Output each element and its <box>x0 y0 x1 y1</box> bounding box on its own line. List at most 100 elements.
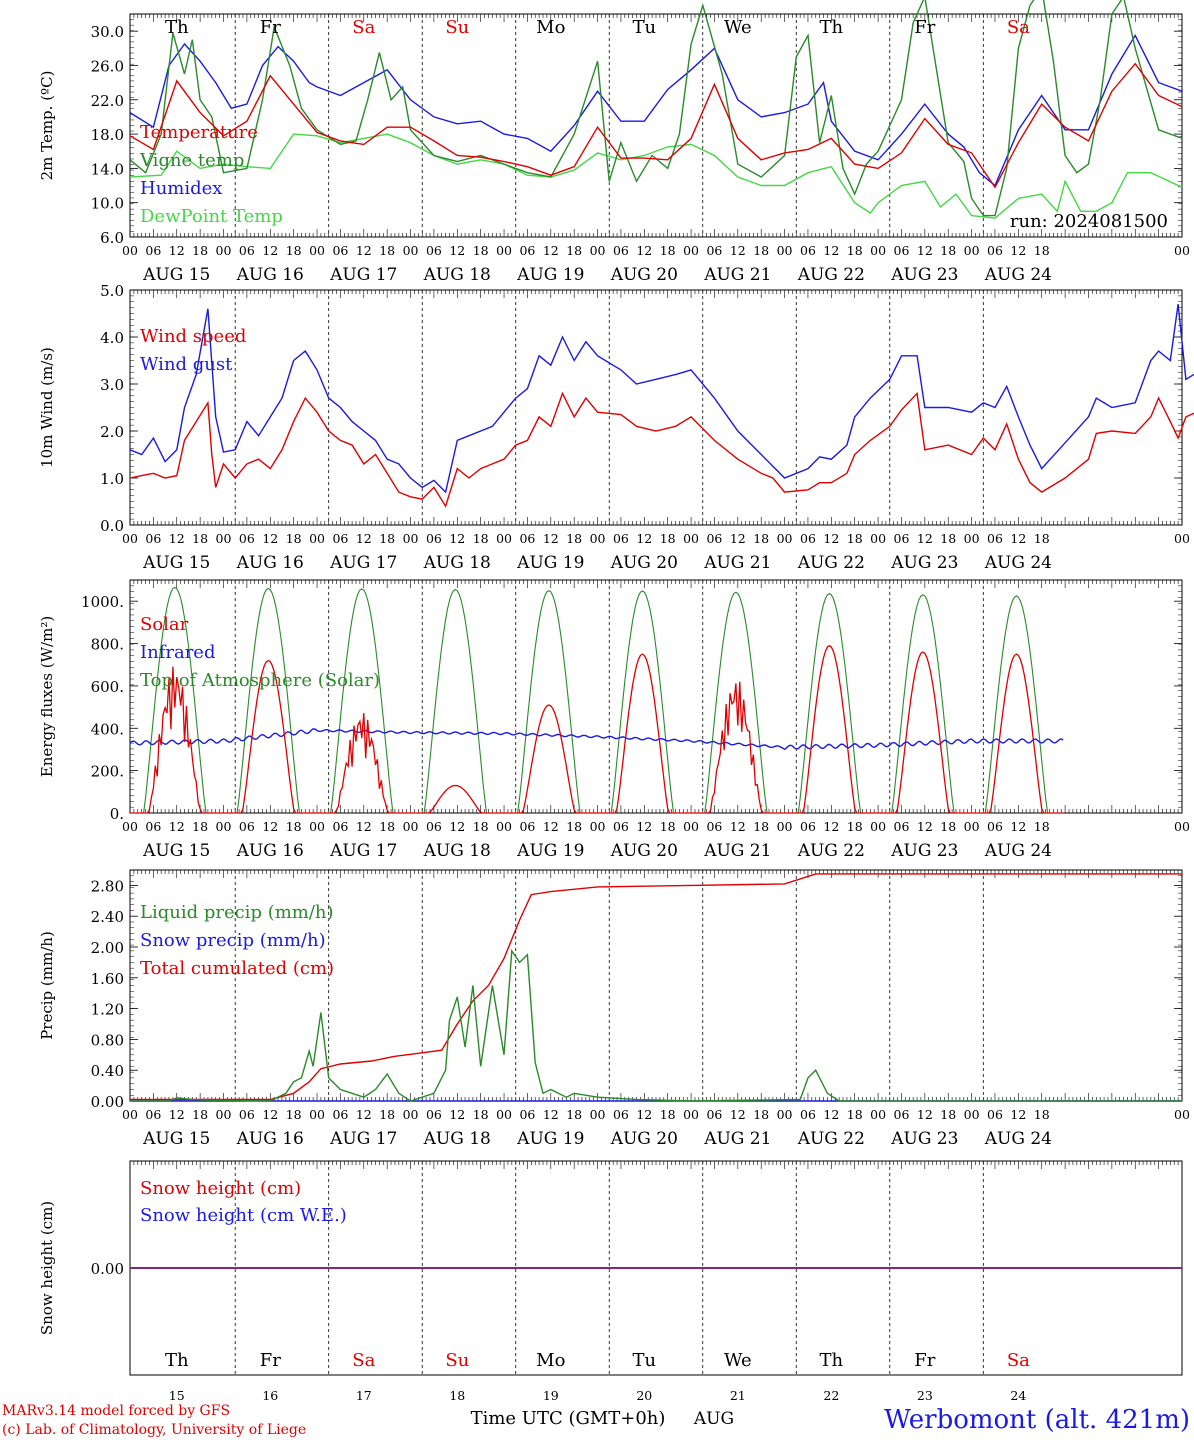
footer-credit: (c) Lab. of Climatology, University of L… <box>2 1422 306 1438</box>
date-label: AUG 18 <box>423 841 491 861</box>
hour-tick-label: 00 <box>683 243 699 258</box>
weekday-label: Tu <box>633 17 657 38</box>
hour-tick-label: 18 <box>192 1107 208 1122</box>
hour-tick-label: 00 <box>683 531 699 546</box>
hour-tick-label: 06 <box>987 243 1003 258</box>
date-label: AUG 18 <box>423 265 491 285</box>
date-label: AUG 16 <box>236 1129 304 1149</box>
weekday-label: Sa <box>352 17 375 38</box>
legend-entry: Wind speed <box>140 326 246 347</box>
hour-tick-label: 18 <box>379 531 395 546</box>
hour-tick-label: 00 <box>122 1107 138 1122</box>
day-number-label: 19 <box>543 1388 559 1403</box>
hour-tick-label: 18 <box>473 819 489 834</box>
hour-tick-label: 00 <box>1174 531 1190 546</box>
hour-tick-label: 12 <box>1010 243 1026 258</box>
hour-tick-label: 12 <box>1010 1107 1026 1122</box>
hour-tick-label: 00 <box>216 531 232 546</box>
hour-tick-label: 12 <box>449 819 465 834</box>
y-tick-label: 400. <box>91 720 124 738</box>
hour-tick-label: 00 <box>964 819 980 834</box>
y-axis-title: Energy fluxes (W/m²) <box>38 616 56 777</box>
hour-tick-label: 00 <box>683 819 699 834</box>
series-toa-solar <box>130 586 1064 814</box>
series-dewpoint-temp <box>129 133 1183 219</box>
panel-frame <box>129 289 1183 526</box>
hour-tick-label: 18 <box>1034 531 1050 546</box>
date-label: AUG 18 <box>423 1129 491 1149</box>
y-axis-title: Precip (mm/h) <box>38 931 56 1040</box>
date-label: AUG 22 <box>797 1129 865 1149</box>
hour-tick-label: 00 <box>403 819 419 834</box>
panel-1: 6.0 10.0 14.0 18.0 22.0 26.0 30.0 2m Temp. (ºC)… <box>38 0 1190 285</box>
y-tick-label: 22.0 <box>91 92 124 110</box>
hour-tick-label: 18 <box>847 1107 863 1122</box>
hour-tick-label: 00 <box>777 531 793 546</box>
hour-tick-label: 18 <box>192 819 208 834</box>
date-label: AUG 24 <box>984 265 1052 285</box>
hour-tick-label: 18 <box>192 531 208 546</box>
hour-tick-label: 00 <box>777 243 793 258</box>
hour-tick-label: 18 <box>566 819 582 834</box>
y-tick-label: 30.0 <box>91 23 124 41</box>
station-label: Werbomont (alt. 421m) <box>884 1405 1190 1435</box>
date-label: AUG 17 <box>329 1129 397 1149</box>
hour-tick-label: 18 <box>566 243 582 258</box>
hour-tick-label: 12 <box>169 819 185 834</box>
hour-tick-label: 06 <box>145 243 161 258</box>
y-tick-label: 0.40 <box>91 1062 124 1080</box>
hour-tick-label: 00 <box>216 819 232 834</box>
date-label: AUG 23 <box>890 553 958 573</box>
hour-tick-label: 00 <box>309 1107 325 1122</box>
hour-tick-label: 00 <box>870 1107 886 1122</box>
hour-tick-label: 18 <box>753 531 769 546</box>
weekday-label-bottom: Sa <box>1007 1350 1030 1371</box>
hour-tick-label: 18 <box>379 1107 395 1122</box>
weekday-label: Th <box>820 17 844 38</box>
hour-tick-label: 06 <box>987 531 1003 546</box>
hour-tick-label: 00 <box>122 243 138 258</box>
hour-tick-label: 06 <box>613 531 629 546</box>
hour-tick-label: 00 <box>590 819 606 834</box>
date-label: AUG 21 <box>703 841 771 861</box>
y-tick-label: 1.20 <box>91 1001 124 1019</box>
hour-tick-label: 18 <box>473 243 489 258</box>
hour-tick-label: 12 <box>730 819 746 834</box>
hour-tick-label: 12 <box>917 243 933 258</box>
series-liquid-precip-mm-h <box>130 948 1182 1102</box>
hour-tick-label: 00 <box>403 243 419 258</box>
weekday-label-bottom: We <box>724 1350 752 1371</box>
weekday-label: We <box>724 17 752 38</box>
weekday-label-bottom: Mo <box>536 1350 565 1371</box>
hour-tick-label: 18 <box>1034 819 1050 834</box>
hour-tick-label: 12 <box>449 531 465 546</box>
hour-tick-label: 00 <box>309 819 325 834</box>
hour-tick-label: 12 <box>730 1107 746 1122</box>
date-label: AUG 20 <box>610 1129 678 1149</box>
hour-tick-label: 18 <box>286 819 302 834</box>
hour-tick-label: 12 <box>356 1107 372 1122</box>
hour-tick-label: 06 <box>613 1107 629 1122</box>
hour-tick-label: 18 <box>566 1107 582 1122</box>
y-axis-title: Snow height (cm) <box>38 1201 56 1335</box>
y-tick-label: 600. <box>91 678 124 696</box>
hour-tick-label: 12 <box>449 243 465 258</box>
weekday-label: Sa <box>1007 17 1030 38</box>
hour-tick-label: 12 <box>543 531 559 546</box>
weekday-label: Mo <box>536 17 565 38</box>
y-tick-label: 200. <box>91 763 124 781</box>
hour-tick-label: 00 <box>870 531 886 546</box>
date-label: AUG 23 <box>890 265 958 285</box>
hour-tick-label: 00 <box>1174 1107 1190 1122</box>
hour-tick-label: 06 <box>519 1107 535 1122</box>
series-temperature <box>129 62 1183 189</box>
hour-tick-label: 18 <box>1034 243 1050 258</box>
hour-tick-label: 18 <box>473 531 489 546</box>
date-label: AUG 17 <box>329 265 397 285</box>
date-label: AUG 17 <box>329 553 397 573</box>
hour-tick-label: 12 <box>356 531 372 546</box>
hour-tick-label: 00 <box>1174 819 1190 834</box>
y-tick-label: 0.00 <box>91 1093 124 1111</box>
hour-tick-label: 06 <box>145 531 161 546</box>
